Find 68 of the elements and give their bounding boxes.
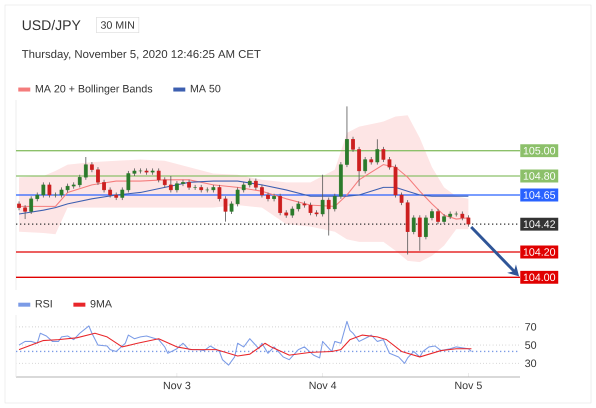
- candlestick: [363, 156, 368, 174]
- candlestick: [29, 196, 34, 214]
- candlestick: [230, 200, 234, 214]
- candlestick: [108, 187, 112, 198]
- x-tick-label: Nov 4: [310, 382, 336, 390]
- ref-line-label: 104.00: [524, 274, 556, 282]
- candlestick: [357, 146, 361, 187]
- candlestick: [224, 196, 228, 222]
- ref-line-label: 104.20: [524, 248, 556, 256]
- ref-line-label: 105.00: [524, 146, 556, 154]
- candlestick: [41, 182, 46, 198]
- candlestick: [96, 166, 100, 186]
- candlestick: [388, 156, 392, 170]
- legend-label: 9MA: [90, 300, 112, 308]
- candlestick: [332, 193, 337, 212]
- candlestick: [308, 202, 312, 216]
- candlestick: [168, 176, 173, 193]
- candlestick: [412, 214, 416, 235]
- candlestick: [442, 214, 446, 225]
- y-tick-label: 70: [525, 323, 536, 331]
- candlestick: [260, 184, 264, 198]
- legend-label: RSI: [36, 300, 52, 308]
- text: Thursday, November 5, 2020 12:46:25 AM CET: [22, 50, 261, 60]
- candlestick: [375, 138, 380, 165]
- candlestick: [102, 179, 106, 193]
- candlestick: [23, 204, 28, 220]
- ref-line-label: 104.65: [524, 191, 556, 199]
- candlestick: [381, 146, 386, 162]
- candlestick: [126, 170, 130, 193]
- candlestick: [351, 136, 355, 152]
- candlestick: [78, 174, 82, 188]
- candlestick: [400, 192, 404, 206]
- candlestick: [418, 214, 422, 252]
- candlestick: [430, 208, 434, 221]
- candlestick: [90, 162, 94, 173]
- y-tick-label: 50: [525, 341, 536, 349]
- candlestick: [156, 168, 161, 183]
- candlestick: [54, 192, 58, 198]
- x-tick-label: Nov 5: [455, 382, 482, 390]
- candlestick: [187, 179, 191, 190]
- candlestick: [48, 182, 52, 198]
- candlestick: [236, 187, 240, 207]
- candlestick: [242, 182, 246, 193]
- candlestick: [424, 214, 428, 240]
- candlestick: [326, 197, 331, 236]
- candlestick: [466, 214, 470, 228]
- candlestick: [120, 187, 124, 200]
- candlestick: [278, 193, 282, 216]
- legend-label: MA 50: [190, 84, 220, 92]
- candlestick: [436, 208, 440, 225]
- candlestick: [60, 187, 64, 198]
- ref-line-label: 104.80: [524, 172, 556, 180]
- candlestick: [218, 184, 222, 202]
- candlestick: [162, 176, 167, 188]
- legend-label: MA 20 + Bollinger Bands: [36, 84, 152, 95]
- chart-subtitle: 30 MIN: [100, 21, 134, 29]
- y-tick-label: 30: [525, 360, 536, 368]
- candlestick: [314, 210, 318, 217]
- candlestick: [290, 206, 294, 218]
- candlestick: [296, 200, 300, 212]
- chart-title: USD/JPY: [22, 20, 81, 30]
- candlestick: [138, 168, 142, 174]
- candlestick: [254, 178, 258, 190]
- x-tick-label: Nov 3: [164, 382, 190, 390]
- candlestick: [175, 180, 179, 193]
- candlestick: [320, 174, 325, 217]
- ref-line-label: 104.42: [524, 220, 556, 228]
- candlestick: [84, 156, 88, 180]
